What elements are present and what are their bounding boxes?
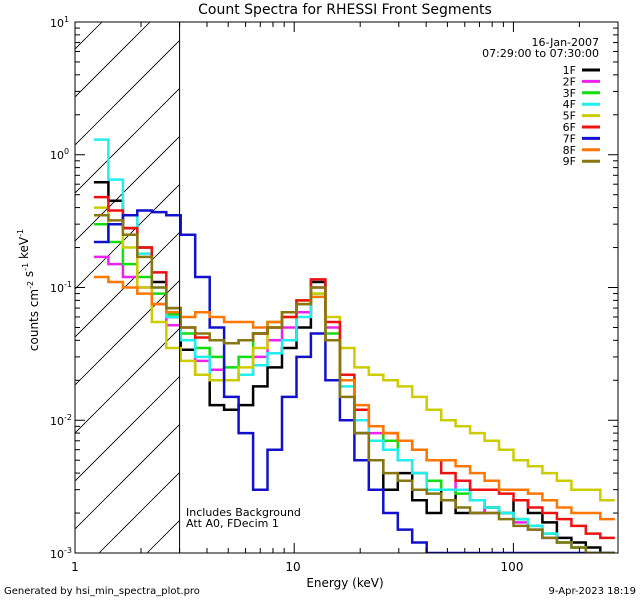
y-tick-label: 10-1 [50,280,72,295]
series-9F [93,214,615,553]
series-5F [93,206,615,502]
legend-label: 6F [563,121,576,134]
hatch-line [75,375,180,482]
y-tick-labels: 10-3 10-2 10-1 100 101 [50,15,72,561]
hatch-line [75,423,180,530]
legend-label: 4F [563,98,576,111]
date-label: 16-Jan-2007 [532,36,600,49]
axis-ticks [74,21,619,554]
series-layer [93,138,615,553]
y-axis-label: counts cm-2 s-1 keV-1 [16,229,41,351]
annotation-attenuator: Att A0, FDecim 1 [186,517,279,530]
x-tick-label: 100 [501,560,524,574]
series-4F [93,138,615,553]
hatch-line [75,279,180,386]
y-tick-label: 100 [50,147,69,162]
hatch-line [75,87,180,194]
series-7F [93,209,615,553]
y-tick-label: 10-2 [50,413,72,428]
x-tick-label: 1 [71,560,79,574]
hatch-line [75,39,180,146]
x-axis-label: Energy (keV) [306,576,383,590]
legend-label: 3F [563,87,576,100]
footer-timestamp: 9-Apr-2023 18:19 [549,586,636,597]
chart-title: Count Spectra for RHESSI Front Segments [198,2,492,18]
annotation-background: Includes Background [186,506,301,519]
time-range-label: 07:29:00 to 07:30:00 [482,47,599,60]
legend-label: 5F [563,110,576,123]
hatch-line [0,22,6,553]
x-tick-label: 10 [285,560,300,574]
legend-label: 7F [563,132,576,145]
y-tick-label: 10-3 [50,546,72,561]
footer-generated-by: Generated by hsi_min_spectra_plot.pro [4,586,200,597]
legend-label: 1F [563,64,576,77]
legend-label: 2F [563,75,576,88]
legend-label: 8F [563,144,576,157]
y-tick-label: 101 [50,15,69,30]
legend-label: 9F [563,155,576,168]
